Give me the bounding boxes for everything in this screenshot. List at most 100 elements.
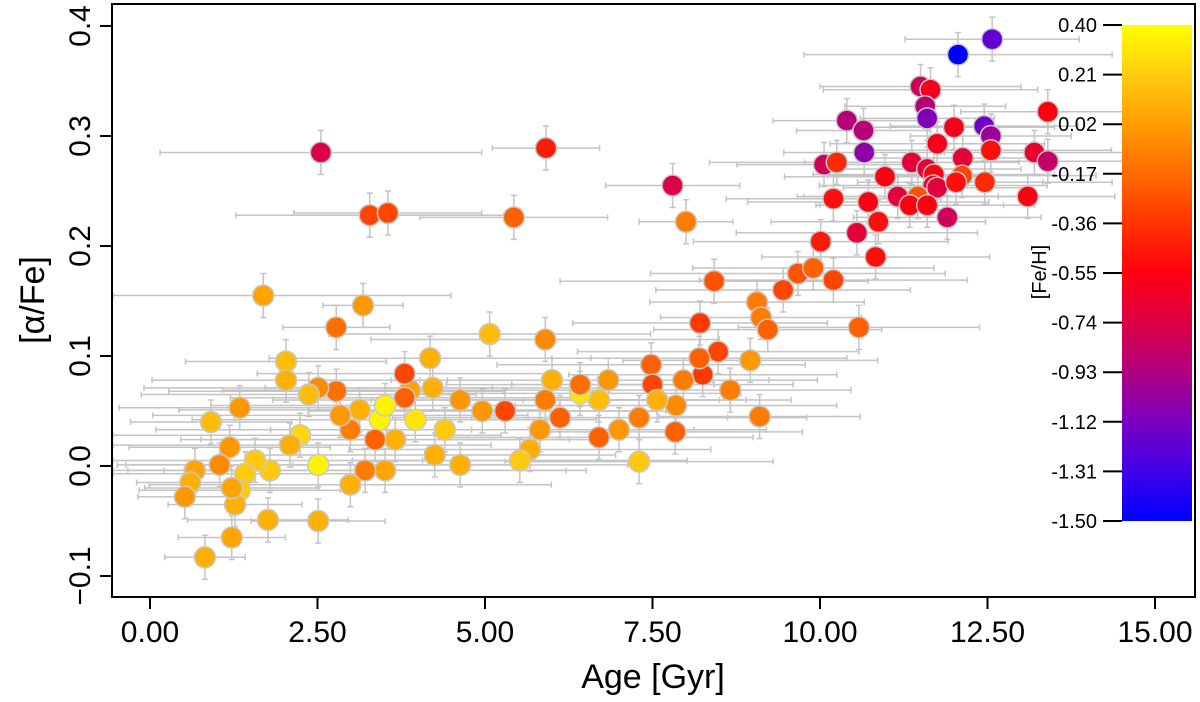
- data-point: [756, 318, 779, 341]
- data-point: [448, 388, 472, 412]
- data-point: [339, 473, 362, 496]
- data-point: [825, 151, 848, 174]
- x-tick-label: 15.00: [1117, 616, 1192, 649]
- data-point: [421, 376, 444, 400]
- data-point: [534, 136, 558, 160]
- data-point: [329, 404, 352, 427]
- plot-frame: [111, 3, 1196, 598]
- data-point: [353, 459, 377, 482]
- colorbar-tick-label: 0.21: [1058, 65, 1097, 87]
- data-point: [706, 340, 730, 363]
- data-point: [809, 230, 832, 253]
- data-point: [739, 349, 762, 372]
- x-tick-label: 0.00: [121, 616, 179, 649]
- data-point: [936, 206, 959, 229]
- data-point: [540, 368, 564, 392]
- colorbar-gradient: [1122, 25, 1192, 521]
- data-point: [748, 405, 771, 428]
- data-point: [448, 453, 472, 477]
- data-point: [348, 398, 371, 422]
- data-point: [822, 187, 845, 210]
- y-tick-label: 0.1: [64, 335, 97, 377]
- data-point: [847, 316, 871, 339]
- x-tick-label: 2.50: [288, 616, 346, 649]
- data-point: [220, 476, 243, 500]
- data-point: [528, 418, 552, 441]
- y-tick-label: 0.2: [64, 225, 97, 267]
- data-point: [926, 132, 949, 155]
- x-tick-label: 12.50: [950, 616, 1025, 649]
- data-points: [173, 27, 1060, 569]
- data-point: [835, 109, 859, 132]
- data-point: [973, 170, 997, 194]
- x-tick-label: 5.00: [456, 616, 514, 649]
- colorbar-tick-label: -1.31: [1051, 461, 1097, 483]
- data-point: [942, 115, 966, 139]
- error-bar: [112, 272, 452, 319]
- data-point: [802, 256, 825, 280]
- y-tick-label: 0.3: [64, 115, 97, 157]
- data-point: [251, 284, 275, 307]
- data-point: [864, 245, 887, 269]
- data-point: [493, 399, 517, 423]
- y-axis-title: [α/Fe]: [14, 256, 52, 344]
- data-point: [1036, 100, 1060, 124]
- data-point: [373, 459, 397, 482]
- data-point: [944, 170, 968, 194]
- data-point: [587, 426, 611, 449]
- data-point: [256, 508, 280, 532]
- colorbar-tick-label: -1.12: [1051, 412, 1097, 434]
- data-point: [661, 174, 684, 197]
- colorbar-tick-label: -0.74: [1051, 313, 1097, 335]
- data-point: [627, 406, 651, 429]
- data-point: [423, 443, 446, 467]
- data-point: [404, 408, 427, 432]
- data-point: [1016, 185, 1039, 208]
- data-point: [664, 420, 687, 444]
- data-point: [534, 328, 557, 351]
- data-point: [393, 386, 416, 410]
- x-axis-title: Age [Gyr]: [581, 658, 725, 696]
- y-tick-label: −0.1: [64, 546, 97, 605]
- data-point: [502, 206, 526, 229]
- data-point: [688, 311, 712, 335]
- data-point: [607, 418, 631, 441]
- data-point: [915, 107, 939, 130]
- data-point: [845, 221, 869, 245]
- data-point: [718, 378, 742, 402]
- data-point: [220, 526, 243, 549]
- data-point: [228, 396, 252, 419]
- colorbar-tick-label: 0.40: [1058, 15, 1097, 37]
- data-point: [548, 406, 572, 429]
- data-point: [351, 294, 375, 317]
- data-point: [383, 428, 407, 451]
- data-point: [274, 368, 298, 392]
- colorbar-tick-label: -1.50: [1051, 511, 1097, 533]
- data-point: [645, 388, 669, 412]
- colorbar-tick-label: -0.36: [1051, 213, 1097, 235]
- data-point: [852, 141, 876, 164]
- data-point: [478, 322, 501, 346]
- data-point: [672, 368, 695, 392]
- data-point: [199, 410, 223, 434]
- colorbar-tick-label: -0.55: [1051, 263, 1097, 285]
- data-point: [471, 399, 494, 423]
- data-point: [373, 394, 397, 417]
- data-point: [309, 141, 333, 164]
- colorbar: [Fe/H] 0.40 0.21 0.02 -0.17 -0.36 -0.55 -0.74 -…: [1029, 15, 1192, 533]
- data-point: [218, 436, 241, 459]
- data-point: [193, 546, 217, 569]
- data-point: [639, 353, 663, 377]
- data-point: [306, 453, 330, 477]
- data-point: [587, 388, 611, 412]
- data-point: [306, 509, 330, 533]
- colorbar-tick-label: 0.02: [1058, 114, 1097, 136]
- x-tick-label: 7.50: [623, 616, 681, 649]
- y-tick-label: 0.0: [64, 445, 97, 487]
- data-point: [278, 433, 302, 457]
- data-point: [393, 362, 416, 385]
- data-point: [297, 383, 321, 406]
- data-point: [873, 165, 897, 188]
- colorbar-tick-label: -0.93: [1051, 362, 1097, 384]
